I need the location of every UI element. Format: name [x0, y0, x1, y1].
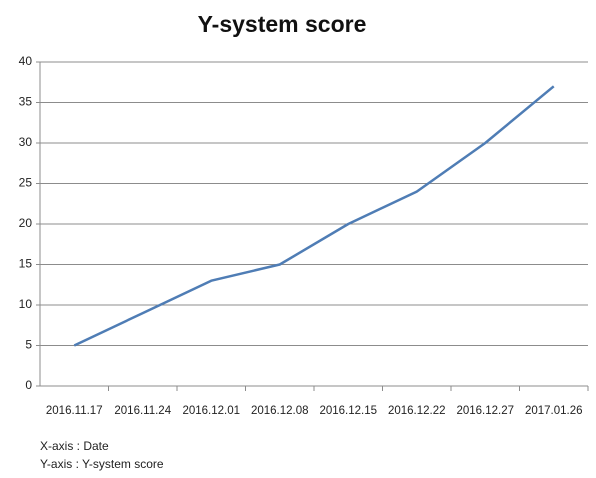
- x-tick-label: 2017.01.26: [525, 405, 583, 417]
- y-tick-label: 5: [25, 338, 32, 352]
- x-tick-label: 2016.12.15: [319, 405, 377, 417]
- y-tick-label: 35: [19, 95, 33, 109]
- annotation: X-axis : Date: [40, 439, 109, 453]
- y-tick-label: 40: [19, 54, 33, 68]
- x-tick-label: 2016.12.22: [388, 405, 446, 417]
- y-tick-label: 10: [19, 297, 33, 311]
- y-tick-label: 20: [19, 216, 33, 230]
- series-line: [73, 85, 555, 347]
- x-tick-label: 2016.12.08: [251, 405, 309, 417]
- y-tick-label: 0: [25, 378, 32, 392]
- y-tick-label: 15: [19, 257, 33, 271]
- x-tick-label: 2016.12.27: [456, 405, 514, 417]
- x-tick-label: 2016.11.24: [114, 405, 171, 417]
- y-tick-label: 25: [19, 176, 33, 190]
- x-tick-label: 2016.12.01: [182, 405, 240, 417]
- x-tick-label: 2016.11.17: [46, 405, 103, 417]
- y-tick-label: 30: [19, 135, 33, 149]
- annotation: Y-axis : Y-system score: [40, 457, 164, 471]
- chart-title: Y-system score: [198, 11, 367, 37]
